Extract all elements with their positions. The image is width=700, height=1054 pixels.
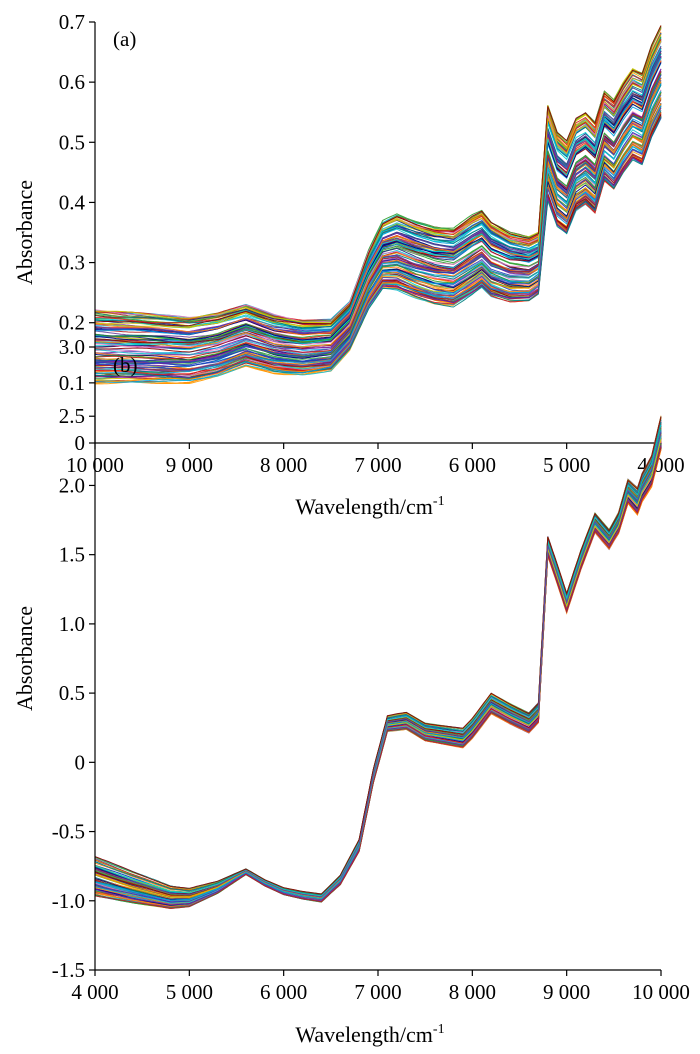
- x-axis-title-superscript-a: -1: [433, 494, 445, 509]
- y-tick-label-b: -1.0: [52, 889, 85, 913]
- series-group-b: [94, 415, 662, 910]
- spectrum-line-b-27: [94, 417, 662, 897]
- y-tick-label-b: 2.0: [59, 473, 85, 497]
- spectrum-line-a-66: [94, 74, 662, 356]
- x-tick-label-a: 9 000: [166, 453, 213, 477]
- spectrum-line-a-119: [94, 105, 662, 383]
- y-tick-label-b: -0.5: [52, 820, 85, 844]
- spectrum-line-b-115: [94, 446, 662, 909]
- x-tick-label-b: 10 000: [632, 980, 690, 1004]
- x-tick-label-b: 8 000: [449, 980, 496, 1004]
- spectrum-line-b-44: [94, 419, 662, 895]
- spectrum-line-a-95: [94, 81, 662, 349]
- y-axis-title-b: Absorbance: [12, 606, 37, 711]
- spectrum-line-b-98: [94, 421, 662, 896]
- y-tick-label-a: 0.4: [59, 190, 86, 214]
- spectrum-line-b-120: [94, 431, 662, 898]
- spectrum-line-a-107: [94, 62, 662, 341]
- spectrum-line-b-118: [94, 416, 662, 895]
- x-axis-title-b: Wavelength/cm-1: [295, 1022, 444, 1047]
- x-axis-title-a: Wavelength/cm-1: [295, 494, 444, 519]
- y-tick-label-b: 2.5: [59, 404, 85, 428]
- spectrum-line-a-102: [94, 51, 662, 335]
- spectrum-line-a-108: [94, 57, 662, 346]
- spectrum-line-a-65: [95, 37, 662, 335]
- y-tick-label-a: 0.1: [59, 371, 85, 395]
- y-tick-label-b: 1.0: [59, 612, 85, 636]
- spectrum-line-a-117: [95, 40, 662, 324]
- y-tick-label-b: 1.5: [59, 543, 85, 567]
- x-axis-title-text-b: Wavelength/cm: [295, 1022, 433, 1047]
- x-tick-label-b: 4 000: [71, 980, 118, 1004]
- y-tick-label-b: 0.5: [59, 681, 85, 705]
- chart-panel-a: 00.10.20.30.40.50.60.710 000 9 000 8 000 7 …: [12, 10, 685, 519]
- spectrum-line-b-53: [94, 416, 662, 896]
- spectrum-line-b-71: [94, 421, 662, 897]
- x-tick-label-b: 9 000: [543, 980, 590, 1004]
- y-tick-label-b: -1.5: [52, 958, 85, 982]
- y-axis-title-a: Absorbance: [12, 180, 37, 285]
- spectrum-line-a-93: [95, 91, 662, 361]
- spectrum-line-b-34: [94, 415, 662, 896]
- spectrum-line-a-120: [94, 107, 662, 372]
- spectrum-line-a-118: [94, 25, 662, 327]
- x-tick-label-b: 5 000: [166, 980, 213, 1004]
- spectrum-line-b-86: [94, 421, 662, 897]
- spectrum-line-a-26: [94, 84, 662, 349]
- spectrum-line-b-7: [94, 418, 662, 897]
- x-axis-title-text-a: Wavelength/cm: [295, 494, 433, 519]
- x-tick-label-a: 5 000: [543, 453, 590, 477]
- spectrum-line-a-97: [94, 116, 662, 371]
- y-tick-label-b: 0: [75, 750, 86, 774]
- x-tick-label-a: 7 000: [354, 453, 401, 477]
- chart-panel-b: -1.5 -1.0 -0.5 0 0.5 1.0 1.5 2.0 2.5 3.0 4 000 5 00…: [12, 335, 690, 1047]
- series-group-a: [94, 25, 662, 385]
- spectrum-line-a-114: [94, 90, 662, 355]
- spectrum-line-a-77: [94, 103, 662, 370]
- y-tick-label-b: 3.0: [59, 335, 85, 359]
- x-tick-label-a: 8 000: [260, 453, 307, 477]
- y-tick-label-a: 0.5: [59, 130, 85, 154]
- panel-label-a: (a): [113, 27, 136, 51]
- y-tick-label-a: 0.6: [59, 70, 85, 94]
- spectrum-line-b-6: [94, 419, 662, 896]
- y-tick-label-a: 0.3: [59, 251, 85, 275]
- spectrum-line-b-85: [94, 416, 662, 895]
- spectrum-line-a-115: [94, 71, 662, 360]
- x-tick-label-b: 7 000: [354, 980, 401, 1004]
- y-tick-label-a: 0: [75, 431, 86, 455]
- spectrum-line-b-108: [94, 424, 662, 897]
- spectrum-line-a-111: [94, 72, 662, 343]
- spectrum-line-b-77: [94, 416, 662, 896]
- panel-label-b: (b): [113, 353, 138, 377]
- x-tick-label-a: 6 000: [449, 453, 496, 477]
- y-tick-label-a: 0.7: [59, 10, 85, 34]
- spectrum-line-a-116: [94, 116, 662, 379]
- y-tick-label-a: 0.2: [59, 311, 85, 335]
- x-axis-title-superscript-b: -1: [433, 1022, 445, 1037]
- x-tick-label-b: 6 000: [260, 980, 307, 1004]
